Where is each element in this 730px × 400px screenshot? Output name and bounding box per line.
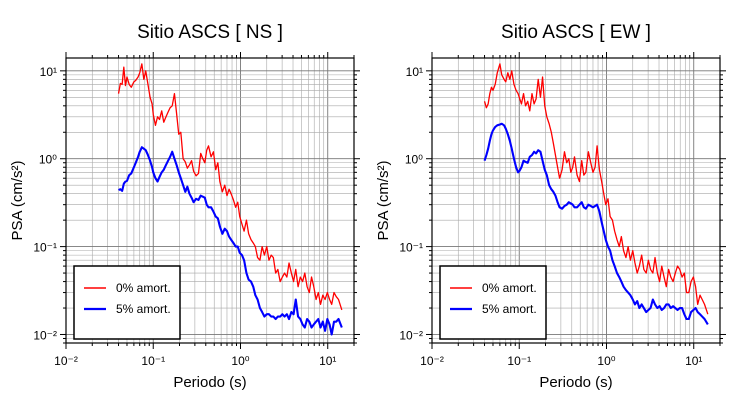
legend-box bbox=[439, 265, 547, 340]
y-tick-label: 10¹ bbox=[40, 65, 57, 79]
chart-title: Sitio ASCS [ NS ] bbox=[137, 22, 283, 43]
series-line-blue bbox=[483, 122, 709, 326]
x-tick-label: 10⁰ bbox=[231, 354, 249, 368]
legend: 0% amort. 5% amort. bbox=[439, 265, 547, 340]
y-axis-label: PSA (cm/s²) bbox=[375, 160, 392, 240]
y-tick-label: 10⁻² bbox=[399, 328, 423, 342]
chart-title: Sitio ASCS [ EW ] bbox=[501, 22, 651, 43]
x-axis-label: Periodo (s) bbox=[173, 374, 246, 391]
y-tick-label: 10⁻¹ bbox=[33, 241, 57, 255]
legend-label: 5% amort. bbox=[482, 302, 537, 316]
legend-label: 5% amort. bbox=[116, 302, 171, 316]
chart-panel-2: 10⁻² 10⁻¹ 10⁰ 10¹ 10⁻² 10⁻¹ 10⁰ 10¹ Sitio ASCS [… bbox=[375, 22, 726, 391]
x-tick-label: 10⁻² bbox=[420, 354, 444, 368]
y-tick-label: 10⁰ bbox=[39, 153, 57, 167]
y-axis-label: PSA (cm/s²) bbox=[9, 160, 26, 240]
series-line-blue bbox=[118, 146, 343, 336]
x-tick-label: 10⁻¹ bbox=[507, 354, 531, 368]
chart-panel-1: 10⁻² 10⁻¹ 10⁰ 10¹ 10⁻² 10⁻¹ 10⁰ 10¹ Sitio ASCS [… bbox=[9, 22, 360, 391]
x-tick-label: 10¹ bbox=[685, 354, 702, 368]
x-tick-label: 10⁻¹ bbox=[141, 354, 165, 368]
plot-frame bbox=[65, 57, 355, 344]
y-tick-label: 10⁻² bbox=[33, 328, 57, 342]
legend-box bbox=[73, 265, 181, 340]
legend-label: 0% amort. bbox=[116, 281, 171, 295]
x-axis-label: Periodo (s) bbox=[539, 374, 612, 391]
x-tick-label: 10⁻² bbox=[54, 354, 78, 368]
x-tick-label: 10⁰ bbox=[597, 354, 615, 368]
y-tick-label: 10¹ bbox=[406, 65, 423, 79]
legend: 0% amort. 5% amort. bbox=[73, 265, 181, 340]
x-tick-label: 10¹ bbox=[319, 354, 336, 368]
series-line-red bbox=[483, 63, 709, 315]
legend-label: 0% amort. bbox=[482, 281, 537, 295]
y-tick-label: 10⁻¹ bbox=[399, 241, 423, 255]
series-line-red bbox=[117, 63, 343, 311]
y-tick-label: 10⁰ bbox=[405, 153, 423, 167]
plot-frame bbox=[431, 57, 721, 344]
